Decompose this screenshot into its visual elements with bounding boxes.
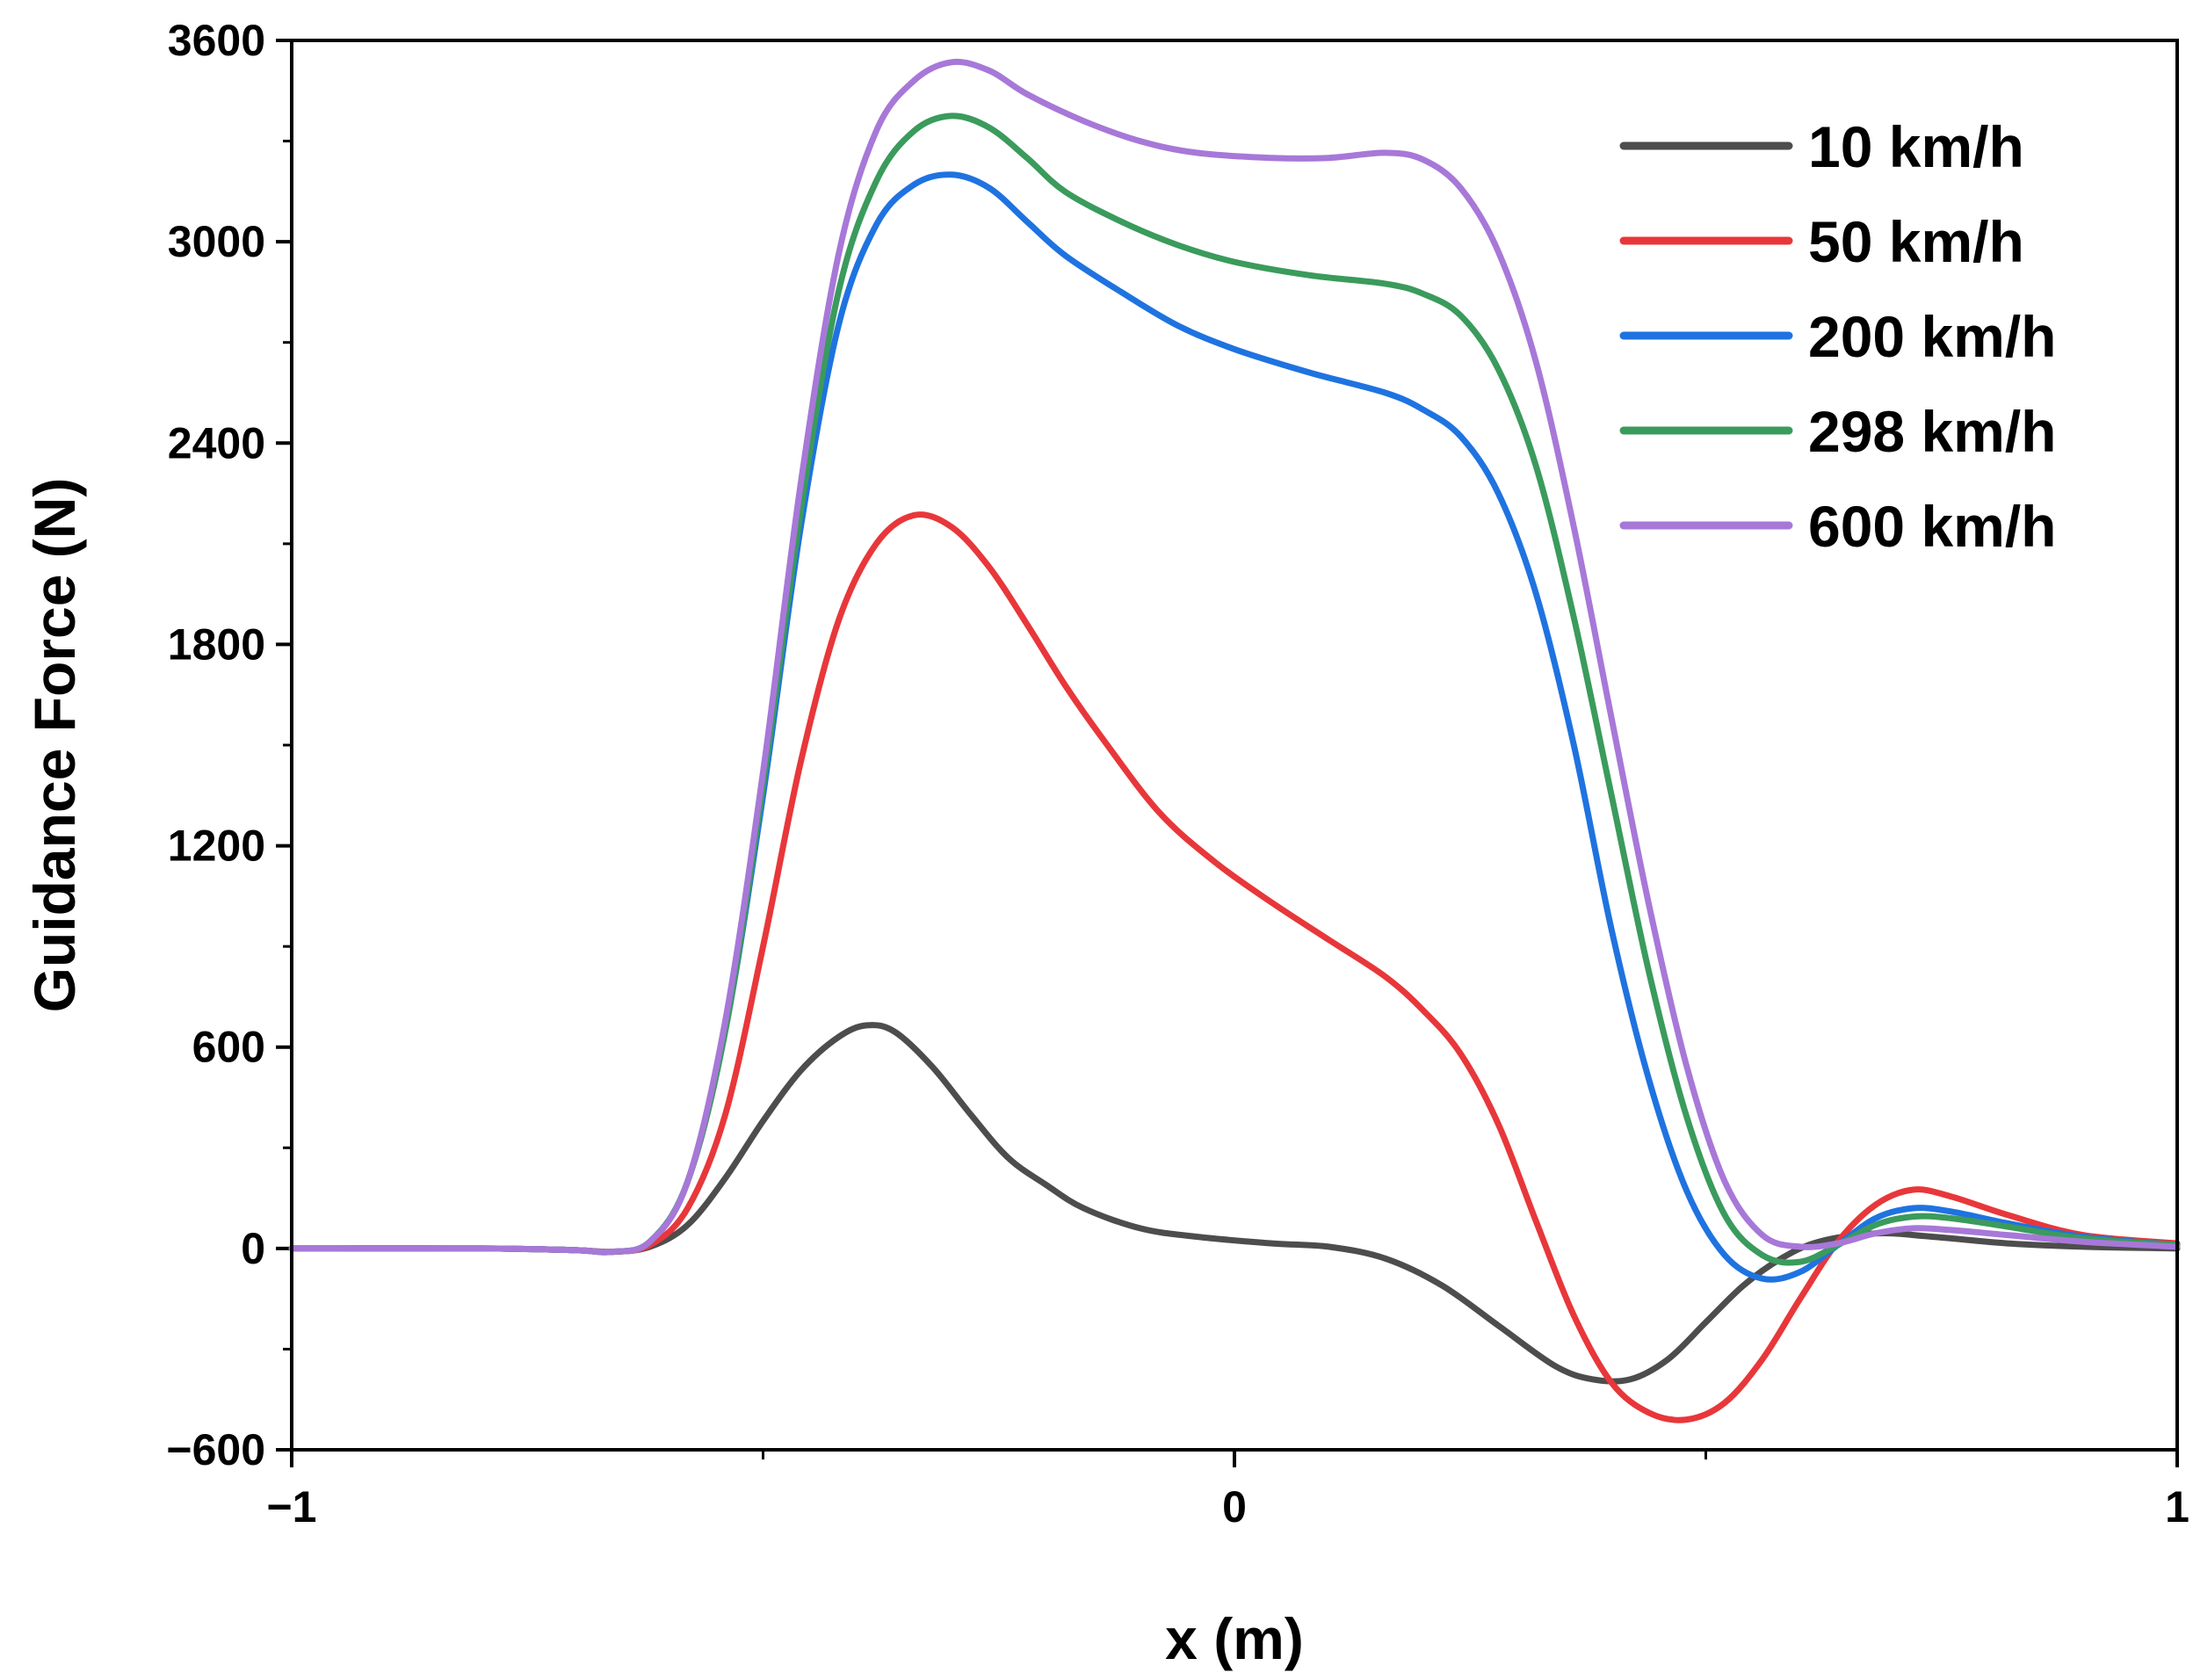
plot-frame: [290, 39, 2179, 1452]
x-tick-label: 0: [1222, 1482, 1247, 1532]
legend-label: 50 km/h: [1808, 209, 2024, 274]
legend-label: 600 km/h: [1808, 494, 2057, 559]
series-line-5: [288, 58, 2181, 1256]
legend-label: 200 km/h: [1808, 304, 2057, 369]
x-tick-label: 1: [2165, 1482, 2189, 1532]
series-line-2: [288, 511, 2181, 1423]
legend: 10 km/h 50 km/h 200 km/h 298 km/h 600 km/h: [1619, 114, 2057, 559]
y-tick-label: 1800: [168, 619, 265, 669]
y-tick-label: 3000: [168, 217, 265, 266]
y-axis-title: Guidance Force (N): [22, 478, 87, 1013]
y-tick-label: 0: [241, 1224, 265, 1273]
y-tick-label: 3600: [168, 16, 265, 65]
y-tick-label: 600: [192, 1023, 265, 1072]
x-axis-title: x (m): [1165, 1606, 1304, 1671]
y-tick-label: 1200: [168, 822, 265, 871]
legend-label: 298 km/h: [1808, 399, 2057, 464]
x-tick-label: −1: [266, 1482, 316, 1532]
y-tick-label: −600: [166, 1425, 265, 1474]
series-layer: [288, 58, 2181, 1423]
legend-label: 10 km/h: [1808, 114, 2024, 179]
ticks-layer: −600 0 600 1200 1800 2400 3000 3600 −1 0 1: [166, 16, 2189, 1532]
y-tick-label: 2400: [168, 418, 265, 467]
series-line-1: [288, 1022, 2181, 1385]
